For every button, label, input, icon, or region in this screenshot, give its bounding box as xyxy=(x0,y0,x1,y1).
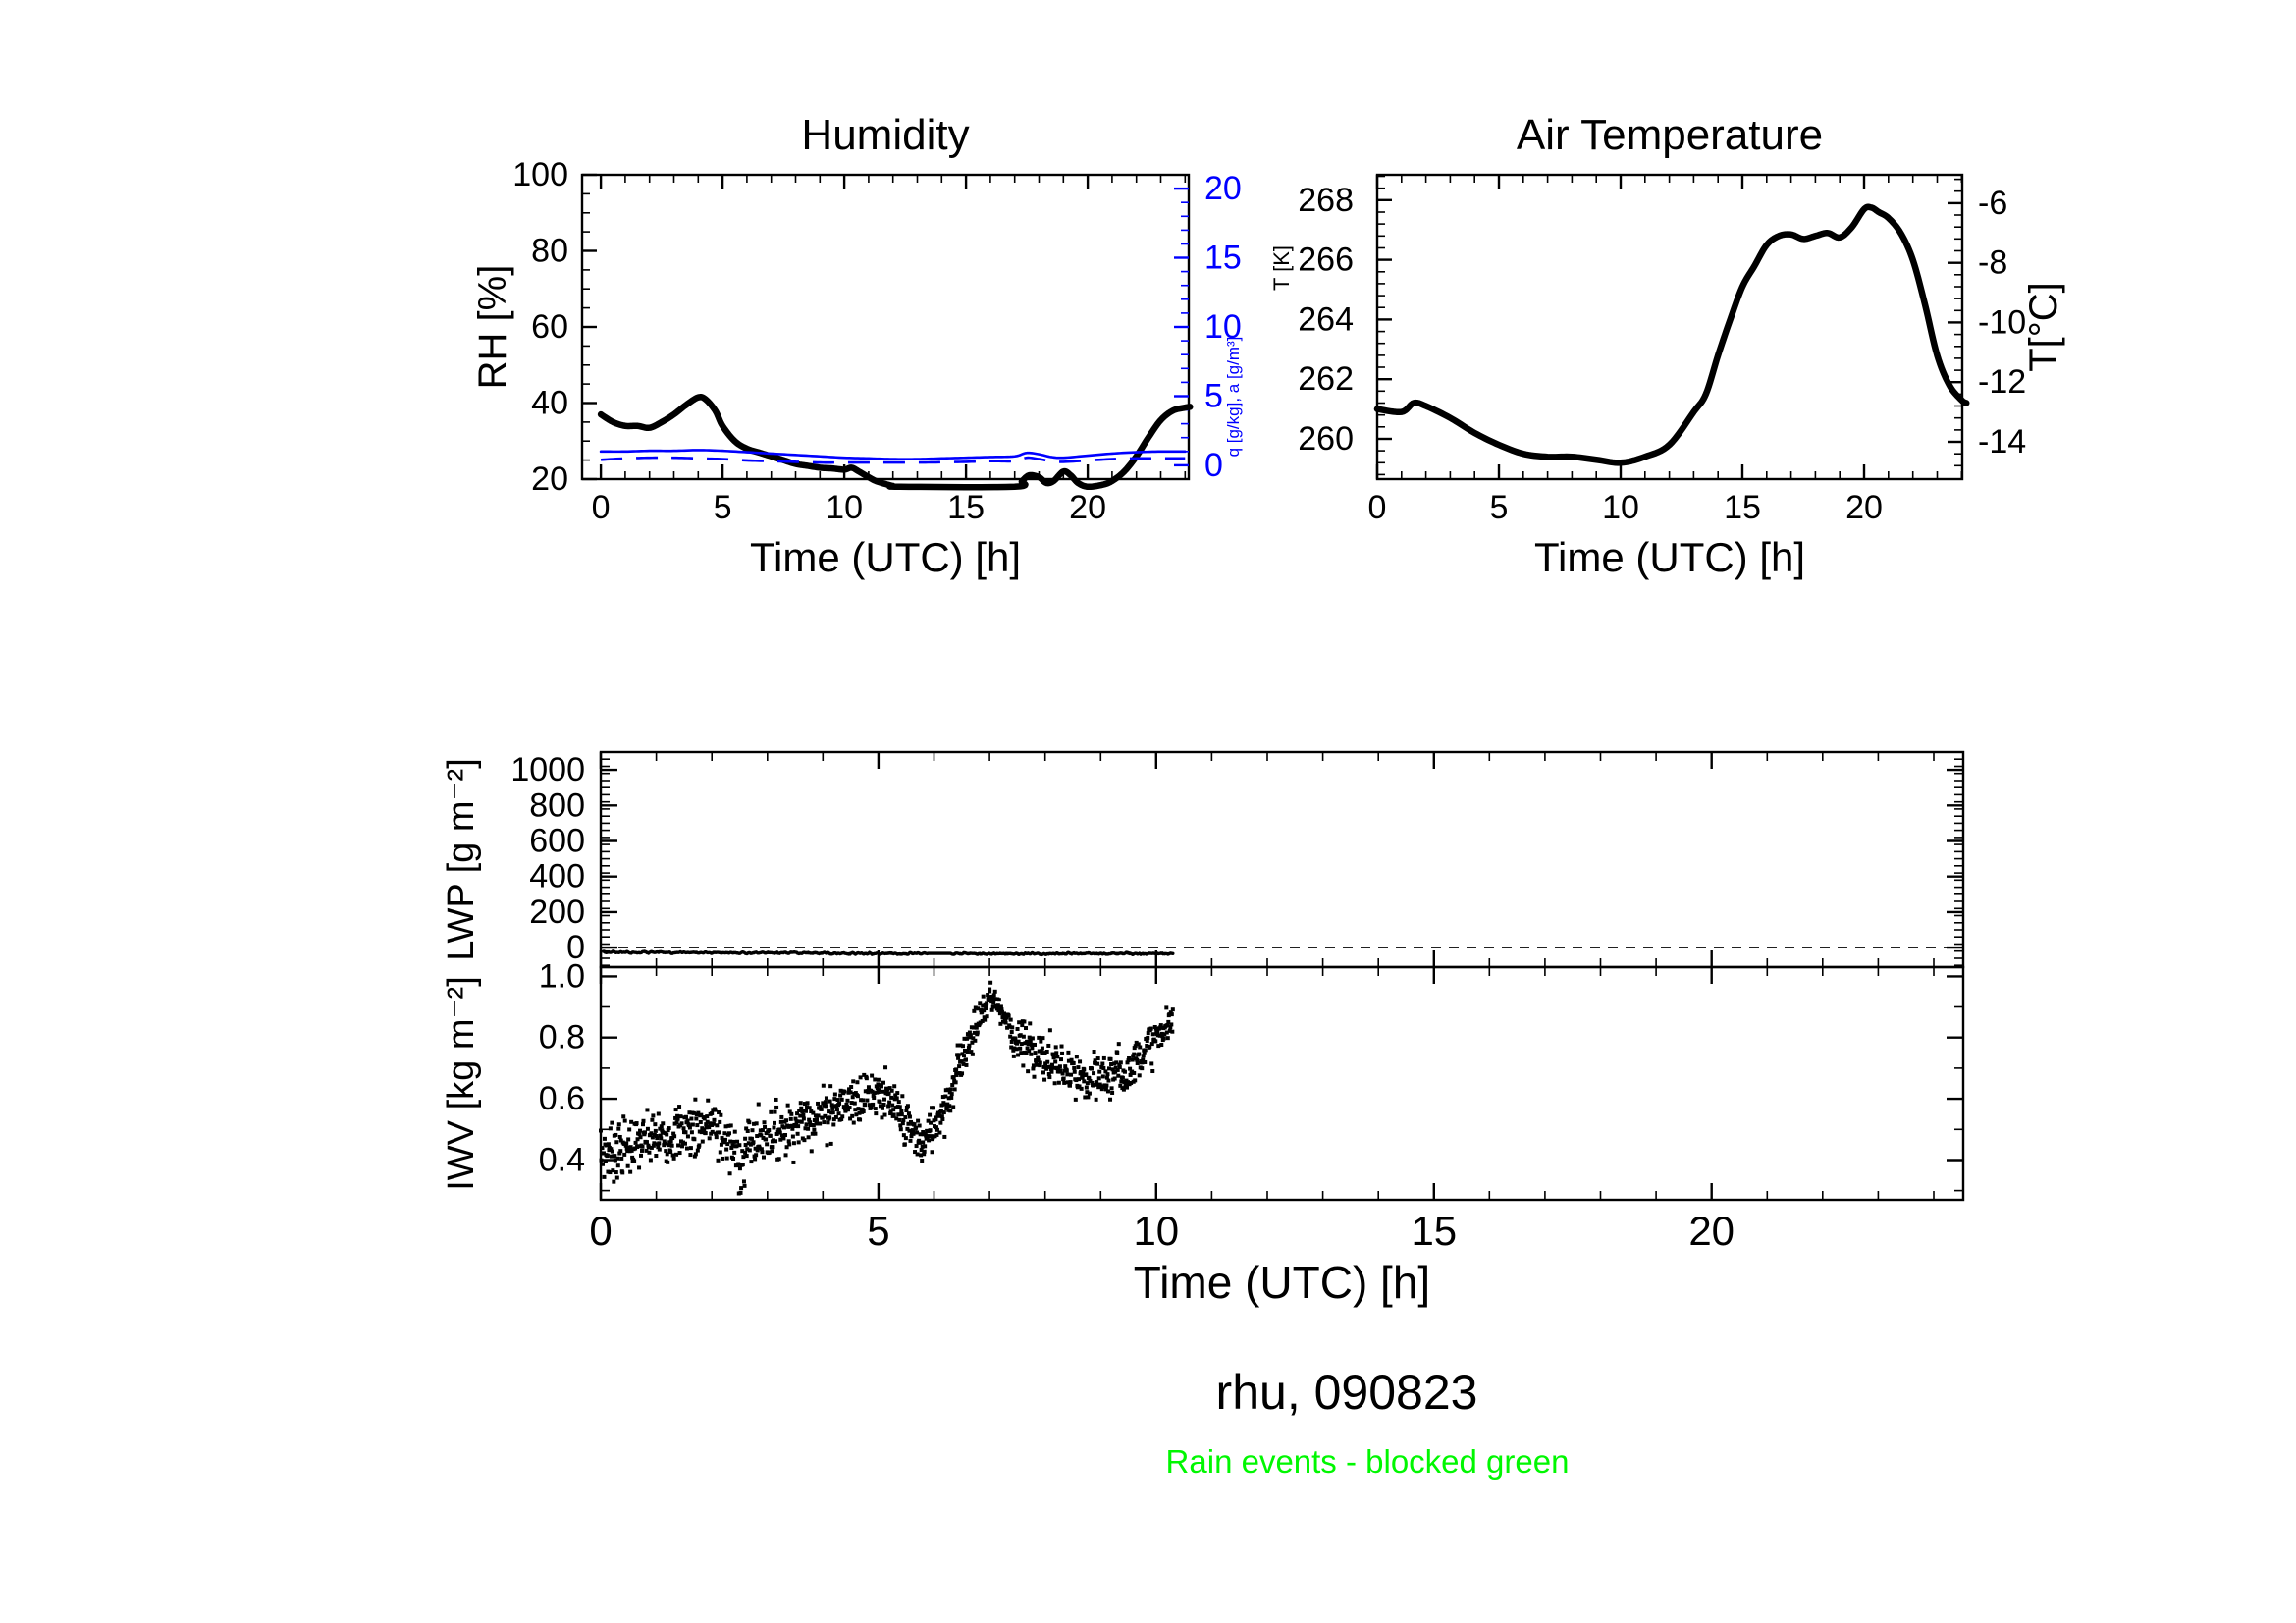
svg-text:5: 5 xyxy=(867,1208,889,1254)
svg-text:0: 0 xyxy=(592,489,611,526)
svg-text:10: 10 xyxy=(1602,489,1639,526)
svg-text:Time (UTC) [h]: Time (UTC) [h] xyxy=(1534,534,1805,580)
svg-text:Rain events - blocked green: Rain events - blocked green xyxy=(1166,1443,1570,1480)
svg-text:-14: -14 xyxy=(1978,423,2026,460)
svg-text:260: 260 xyxy=(1298,420,1354,458)
svg-text:262: 262 xyxy=(1298,360,1354,398)
svg-text:20: 20 xyxy=(1069,489,1106,526)
svg-text:20: 20 xyxy=(1845,489,1883,526)
svg-text:200: 200 xyxy=(529,893,585,931)
svg-text:15: 15 xyxy=(947,489,985,526)
svg-text:60: 60 xyxy=(531,308,568,346)
svg-text:268: 268 xyxy=(1298,182,1354,219)
svg-text:40: 40 xyxy=(531,385,568,422)
svg-text:600: 600 xyxy=(529,823,585,860)
svg-text:Time (UTC) [h]: Time (UTC) [h] xyxy=(750,534,1021,580)
svg-text:20: 20 xyxy=(1204,170,1242,207)
svg-text:800: 800 xyxy=(529,786,585,824)
svg-text:0.4: 0.4 xyxy=(539,1142,585,1179)
svg-text:5: 5 xyxy=(714,489,732,526)
svg-text:T[°C]: T[°C] xyxy=(2022,282,2065,372)
svg-text:5: 5 xyxy=(1204,378,1223,415)
svg-text:0: 0 xyxy=(589,1208,612,1254)
svg-text:400: 400 xyxy=(529,858,585,895)
svg-text:Humidity: Humidity xyxy=(801,111,969,159)
svg-text:-10: -10 xyxy=(1978,303,2026,341)
svg-text:-8: -8 xyxy=(1978,244,2007,282)
svg-text:1000: 1000 xyxy=(510,751,585,788)
svg-text:100: 100 xyxy=(512,156,568,193)
svg-text:1.0: 1.0 xyxy=(539,957,585,995)
svg-text:80: 80 xyxy=(531,233,568,270)
svg-text:266: 266 xyxy=(1298,242,1354,279)
svg-text:T [K]: T [K] xyxy=(1269,245,1294,291)
svg-text:q [g/kg], a [g/m³]: q [g/kg], a [g/m³] xyxy=(1224,337,1243,458)
svg-text:0: 0 xyxy=(1204,447,1223,484)
svg-text:rhu, 090823: rhu, 090823 xyxy=(1216,1365,1478,1420)
svg-text:10: 10 xyxy=(826,489,863,526)
svg-text:Time (UTC) [h]: Time (UTC) [h] xyxy=(1134,1257,1430,1308)
svg-text:0: 0 xyxy=(1368,489,1387,526)
svg-text:0.6: 0.6 xyxy=(539,1080,585,1117)
svg-text:Air Temperature: Air Temperature xyxy=(1517,111,1823,159)
svg-text:20: 20 xyxy=(1688,1208,1735,1254)
svg-text:-6: -6 xyxy=(1978,185,2007,222)
svg-text:LWP [g m⁻²]: LWP [g m⁻²] xyxy=(441,758,482,961)
svg-text:10: 10 xyxy=(1133,1208,1179,1254)
svg-text:15: 15 xyxy=(1411,1208,1457,1254)
svg-text:-12: -12 xyxy=(1978,363,2026,401)
svg-text:IWV [kg m⁻²]: IWV [kg m⁻²] xyxy=(441,976,482,1191)
svg-text:5: 5 xyxy=(1490,489,1509,526)
svg-text:15: 15 xyxy=(1724,489,1761,526)
svg-text:15: 15 xyxy=(1204,240,1242,277)
svg-text:264: 264 xyxy=(1298,300,1354,338)
svg-text:0.8: 0.8 xyxy=(539,1019,585,1056)
svg-text:RH [%]: RH [%] xyxy=(471,265,514,390)
svg-text:20: 20 xyxy=(531,460,568,498)
